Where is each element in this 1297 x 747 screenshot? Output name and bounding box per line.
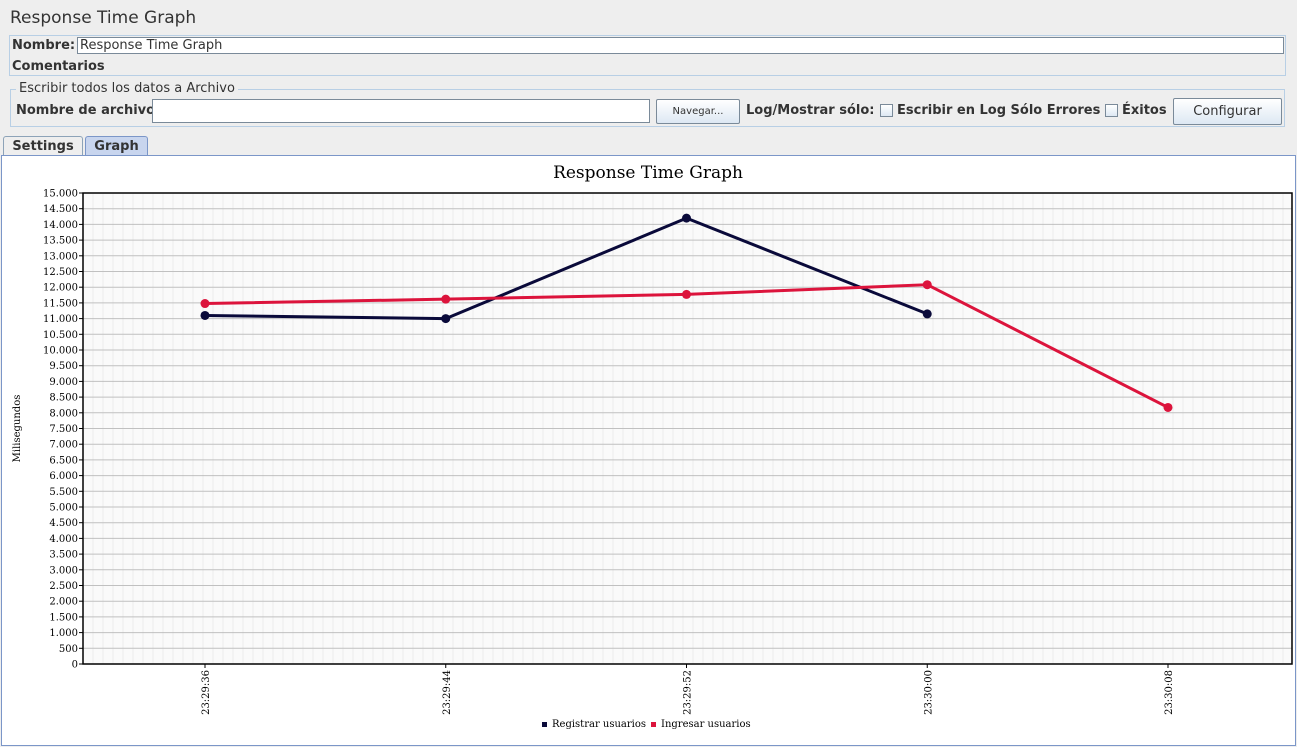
chart-title: Response Time Graph (553, 163, 743, 183)
y-tick-label: 1.500 (49, 612, 78, 623)
series-line-1 (204, 216, 928, 321)
data-point (922, 280, 932, 290)
legend-label: Registrar usuarios (552, 719, 646, 730)
y-tick-label: 6.500 (49, 455, 78, 466)
configure-button[interactable]: Configurar (1173, 98, 1282, 125)
y-axis-label: Milisegundos (12, 395, 23, 463)
data-point (200, 299, 210, 309)
name-row: Nombre: (9, 35, 1286, 56)
y-tick-label: 1.000 (49, 628, 78, 639)
y-tick-label: 11.000 (43, 314, 78, 325)
success-only-label: Éxitos (1122, 103, 1167, 118)
tab-settings[interactable]: Settings (3, 136, 83, 156)
y-tick-label: 2.000 (49, 597, 78, 608)
y-tick-label: 5.000 (49, 503, 78, 514)
errors-only-label: Escribir en Log Sólo Errores (897, 103, 1101, 118)
plot-frame (82, 192, 1293, 665)
y-tick-label: 500 (59, 644, 78, 655)
x-tick-label: 23:29:36 (201, 670, 212, 715)
comments-row: Comentarios (9, 56, 1286, 76)
log-display-label: Log/Mostrar sólo: (746, 103, 875, 118)
y-tick-label: 2.500 (49, 581, 78, 592)
file-panel-legend: Escribir todos los datos a Archivo (16, 81, 238, 96)
y-tick-label: 8.500 (49, 393, 78, 404)
y-tick-label: 9.500 (49, 361, 78, 372)
legend-swatch (542, 722, 547, 727)
x-tick-label: 23:30:00 (923, 670, 934, 715)
data-point (682, 213, 691, 223)
y-tick-label: 15.000 (43, 189, 78, 200)
success-only-checkbox[interactable]: Éxitos (1105, 103, 1167, 118)
x-tick-label: 23:30:08 (1164, 670, 1175, 715)
y-tick-label: 3.500 (49, 550, 78, 561)
x-tick-label: 23:29:44 (442, 670, 453, 715)
y-tick-label: 12.500 (43, 267, 78, 278)
y-tick-label: 7.500 (49, 424, 78, 435)
legend-label: Ingresar usuarios (661, 719, 751, 730)
y-tick-label: 13.500 (43, 236, 78, 247)
y-tick-label: 8.000 (49, 408, 78, 419)
window-title: Response Time Graph (10, 8, 197, 28)
errors-only-checkbox[interactable]: Escribir en Log Sólo Errores (880, 103, 1100, 118)
legend-swatch (651, 722, 656, 727)
browse-button[interactable]: Navegar... (656, 99, 740, 124)
x-tick-label: 23:29:52 (683, 670, 694, 715)
y-tick-label: 14.000 (43, 220, 78, 231)
graph-panel: Response Time Graph 0 500 1.000 1.500 2.000 2.… (1, 155, 1296, 746)
y-tick-label: 10.500 (43, 330, 78, 341)
data-point (441, 314, 451, 324)
y-tick-label: 6.000 (49, 471, 78, 482)
name-label: Nombre: (12, 38, 76, 53)
y-tick-label: 11.500 (43, 298, 78, 309)
data-point (682, 289, 691, 299)
checkbox-box[interactable] (880, 104, 893, 117)
y-tick-label: 4.000 (49, 534, 78, 545)
file-output-panel (10, 89, 1285, 127)
checkbox-box[interactable] (1105, 104, 1118, 117)
data-point (441, 294, 451, 304)
y-tick-label: 0 (72, 660, 78, 671)
comments-label: Comentarios (12, 59, 105, 74)
y-tick-label: 4.500 (49, 518, 78, 529)
tab-graph[interactable]: Graph (85, 136, 148, 156)
y-tick-label: 13.000 (43, 251, 78, 262)
name-input[interactable] (77, 37, 1284, 54)
y-tick-label: 12.000 (43, 283, 78, 294)
data-point (200, 310, 210, 320)
y-tick-label: 10.000 (43, 346, 78, 357)
response-time-chart: Response Time Graph 0 500 1.000 1.500 2.000 2.… (12, 163, 1293, 730)
data-point (1163, 402, 1173, 412)
y-tick-label: 9.000 (49, 377, 78, 388)
y-tick-label: 5.500 (49, 487, 78, 498)
filename-input[interactable] (152, 99, 650, 123)
filename-label: Nombre de archivo (16, 103, 156, 118)
y-tick-label: 7.000 (49, 440, 78, 451)
data-point (922, 309, 932, 319)
y-tick-label: 14.500 (43, 204, 78, 215)
y-tick-label: 3.000 (49, 565, 78, 576)
